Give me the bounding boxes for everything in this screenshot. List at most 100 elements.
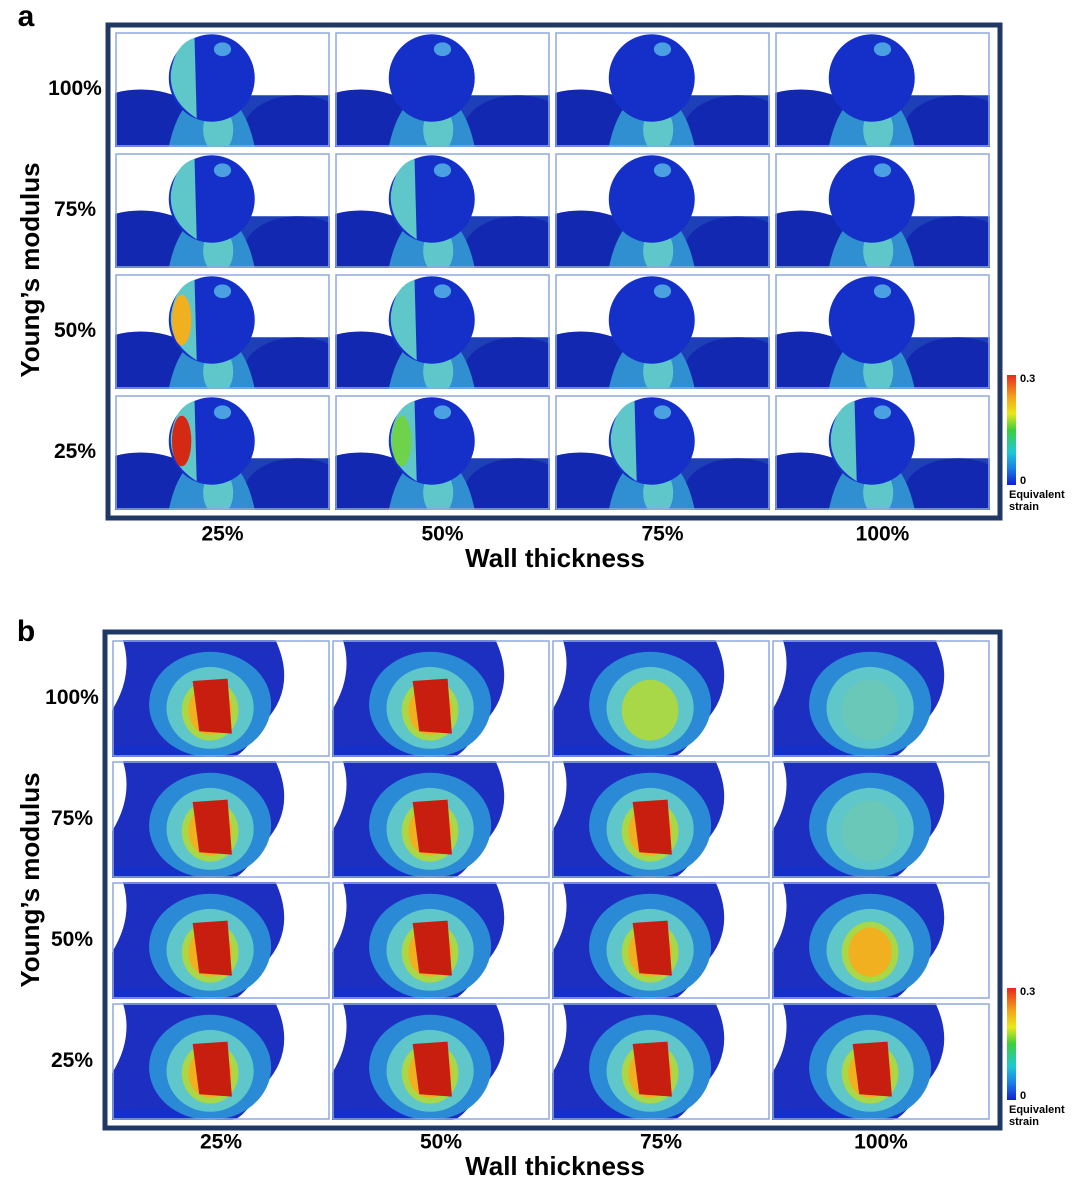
colorbar-min: 0 xyxy=(1020,475,1026,487)
row-label: 100% xyxy=(45,686,99,709)
body-right xyxy=(464,458,550,510)
cell-image xyxy=(112,761,330,878)
column-label: 25% xyxy=(201,523,243,546)
sac-highlight xyxy=(873,405,892,420)
cell-image xyxy=(772,882,990,999)
zone-hot xyxy=(192,1041,232,1097)
cell-border xyxy=(555,274,770,389)
cell-border xyxy=(555,395,770,510)
colorbar-max: 0.3 xyxy=(1020,373,1035,385)
body-right xyxy=(684,216,770,268)
patch xyxy=(170,37,197,119)
colorbar-title: Equivalent xyxy=(1009,489,1065,501)
patch xyxy=(610,400,637,482)
body-right xyxy=(464,95,550,147)
sac xyxy=(828,155,915,243)
row-label: 25% xyxy=(54,440,96,463)
sac xyxy=(608,276,695,364)
panel-label: a xyxy=(18,0,35,33)
patch xyxy=(390,158,417,240)
cell-border xyxy=(335,274,550,389)
cell-image xyxy=(552,640,770,757)
cell-image xyxy=(552,882,770,999)
cell-border xyxy=(332,761,550,878)
cell-image xyxy=(772,640,990,757)
body-right xyxy=(464,337,550,389)
cell-border xyxy=(115,395,330,510)
panel-label: b xyxy=(17,615,35,648)
cell-image xyxy=(552,761,770,878)
cell-border xyxy=(775,32,990,147)
zone-3 xyxy=(841,679,899,741)
sac xyxy=(828,276,915,364)
cell-border xyxy=(772,761,990,878)
sac-highlight xyxy=(213,284,232,299)
colorbar-title: Equivalent xyxy=(1009,1104,1065,1116)
cell-image xyxy=(552,1003,770,1120)
row-label: 100% xyxy=(48,77,102,100)
cell-image xyxy=(335,32,550,147)
zone-3 xyxy=(841,800,899,862)
cell-border xyxy=(335,32,550,147)
cell-border xyxy=(772,640,990,757)
patch-hot xyxy=(171,415,192,467)
cell-image xyxy=(555,32,770,147)
sac-highlight xyxy=(433,163,452,178)
zone-hot xyxy=(852,1041,892,1097)
sac-highlight xyxy=(653,284,672,299)
cell-image xyxy=(772,1003,990,1120)
sac-highlight xyxy=(213,42,232,57)
cell-border xyxy=(552,761,770,878)
zone-hot xyxy=(412,920,452,976)
sac xyxy=(608,34,695,122)
cell-border xyxy=(775,395,990,510)
cell-image xyxy=(332,882,550,999)
sac-highlight xyxy=(213,405,232,420)
cell-border xyxy=(552,1003,770,1120)
x-axis-title: Wall thickness xyxy=(465,1151,645,1181)
cell-border xyxy=(112,882,330,999)
cell-border xyxy=(555,153,770,268)
cell-border xyxy=(115,153,330,268)
y-axis-title: Young’s modulus xyxy=(15,772,45,987)
cell-image xyxy=(332,761,550,878)
sac xyxy=(828,34,915,122)
cell-image xyxy=(775,274,990,389)
cell-border xyxy=(115,32,330,147)
x-axis-title: Wall thickness xyxy=(465,543,645,573)
cell-image xyxy=(115,153,330,268)
cell-image xyxy=(772,761,990,878)
column-label: 100% xyxy=(854,1131,908,1154)
cell-border xyxy=(332,1003,550,1120)
column-label: 25% xyxy=(200,1131,242,1154)
zone-4 xyxy=(848,927,892,977)
column-label: 75% xyxy=(641,523,683,546)
column-label: 50% xyxy=(421,523,463,546)
sac-highlight xyxy=(653,405,672,420)
body-right xyxy=(904,95,990,147)
cell-image xyxy=(555,274,770,389)
colorbar xyxy=(1007,375,1016,485)
cell-border xyxy=(115,274,330,389)
cell-image xyxy=(332,640,550,757)
cell-image xyxy=(115,32,330,147)
colorbar xyxy=(1007,988,1016,1100)
body-right xyxy=(244,216,330,268)
colorbar-max: 0.3 xyxy=(1020,986,1035,998)
column-label: 75% xyxy=(640,1131,682,1154)
column-label: 100% xyxy=(856,523,910,546)
row-label: 75% xyxy=(51,807,93,830)
sac-highlight xyxy=(213,163,232,178)
panel: b 100% 75% 50% 25% 25% 50% 75% 100% Wall thicknes… xyxy=(15,615,1065,1181)
row-label: 25% xyxy=(51,1049,93,1072)
cell-image xyxy=(775,395,990,510)
cell-border xyxy=(112,1003,330,1120)
cell-image xyxy=(115,274,330,389)
cell-border xyxy=(772,882,990,999)
cell-border xyxy=(335,153,550,268)
panel: a 100% 75% 50% 25% 25% 50% 75% 100% Wall thicknes… xyxy=(15,0,1065,573)
body-right xyxy=(244,458,330,510)
cell-border xyxy=(112,761,330,878)
cell-image xyxy=(775,32,990,147)
